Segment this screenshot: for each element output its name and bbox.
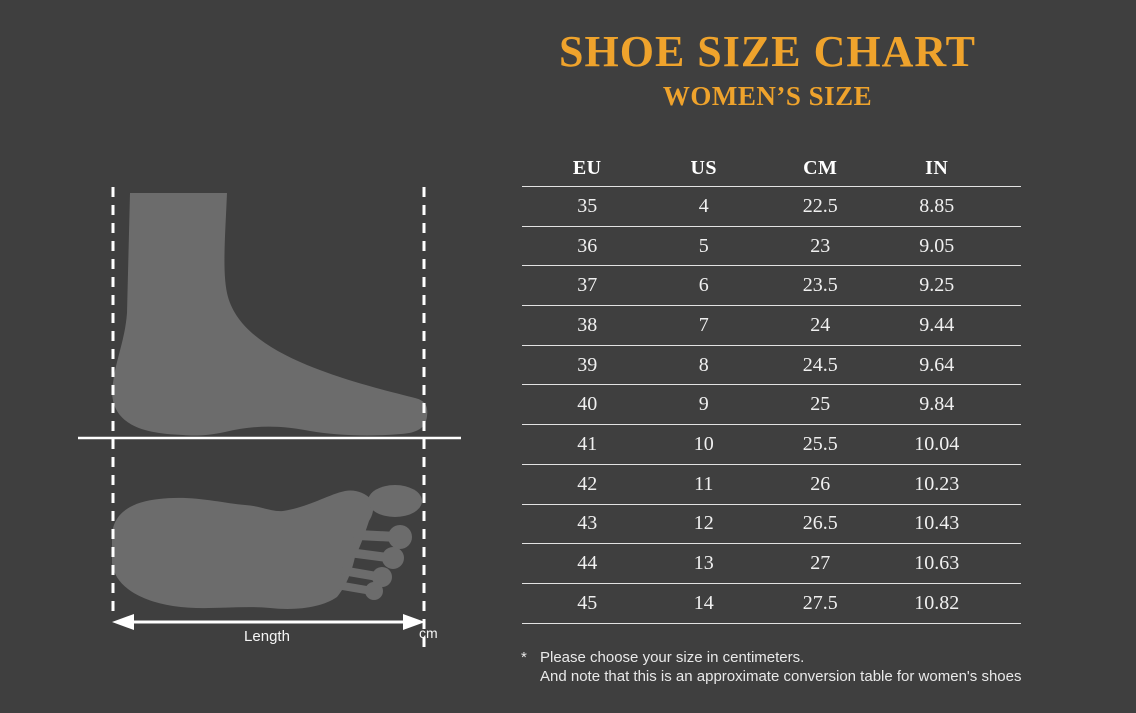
table-cell: 9 <box>698 393 709 416</box>
page-subtitle: WOMEN’S SIZE <box>662 81 873 112</box>
table-cell: 26.5 <box>802 512 838 535</box>
footnote-line-2: And note that this is an approximate con… <box>540 668 1022 685</box>
table-cell: 22.5 <box>802 194 838 217</box>
table-cell: 36 <box>577 234 598 257</box>
table-cell: 41 <box>577 432 598 455</box>
table-cell: 23.5 <box>802 274 838 297</box>
table-cell: 10 <box>693 432 714 455</box>
column-header: US <box>690 157 718 179</box>
table-cell: 44 <box>577 552 598 575</box>
table-row: 41 10 25.5 10.04 <box>522 425 1021 465</box>
table-cell: 10.04 <box>914 432 960 455</box>
table-cell: 38 <box>577 313 598 336</box>
length-label: Length <box>244 628 290 645</box>
table-cell: 9.84 <box>919 393 955 416</box>
table-cell: 42 <box>577 472 598 495</box>
toe <box>365 582 383 600</box>
footnote: * Please choose your size in centimeters… <box>521 648 1061 686</box>
table-cell: 4 <box>698 194 709 217</box>
table-cell: 9.44 <box>919 313 955 336</box>
table-cell: 25 <box>810 393 831 416</box>
table-cell: 8.85 <box>919 194 955 217</box>
toe <box>382 547 404 569</box>
table-cell: 24.5 <box>802 353 838 376</box>
table-row: 44 13 27 10.63 <box>522 544 1021 584</box>
table-cell: 14 <box>693 591 714 614</box>
size-table-header: EU US CM IN <box>522 151 1021 187</box>
column-header: EU <box>572 157 602 179</box>
table-cell: 10.82 <box>914 591 960 614</box>
toe <box>372 567 392 587</box>
table-cell: 10.63 <box>914 552 960 575</box>
table-cell: 10.23 <box>914 472 960 495</box>
footnote-text: Please choose your size in centimeters. … <box>540 648 1021 686</box>
table-cell: 37 <box>577 274 598 297</box>
table-row: 45 14 27.5 10.82 <box>522 584 1021 624</box>
footnote-marker: * <box>521 649 527 666</box>
table-cell: 39 <box>577 353 598 376</box>
page-title: SHOE SIZE CHART <box>559 27 976 76</box>
table-cell: 40 <box>577 393 598 416</box>
table-cell: 27 <box>810 552 831 575</box>
toe <box>388 525 412 549</box>
table-cell: 27.5 <box>802 591 838 614</box>
column-header: CM <box>803 157 838 179</box>
table-cell: 9.64 <box>919 353 955 376</box>
foot-measurement-illustration <box>78 187 461 647</box>
table-row: 38 7 24 9.44 <box>522 306 1021 346</box>
cm-unit-label: cm <box>419 625 438 641</box>
table-cell: 8 <box>698 353 709 376</box>
column-header: IN <box>925 157 949 179</box>
table-cell: 5 <box>698 234 709 257</box>
table-cell: 45 <box>577 591 598 614</box>
table-row: 40 9 25 9.84 <box>522 385 1021 426</box>
table-row: 39 8 24.5 9.64 <box>522 346 1021 386</box>
size-table: EU US CM IN 35 4 22.5 8.85 36 5 23 9.05 37 6 23.5 9.25… <box>522 151 1021 624</box>
footnote-line-1: Please choose your size in centimeters. <box>540 649 805 666</box>
table-row: 42 11 26 10.23 <box>522 465 1021 505</box>
table-cell: 24 <box>810 313 831 336</box>
table-cell: 12 <box>693 512 714 535</box>
table-cell: 9.05 <box>919 234 955 257</box>
table-cell: 26 <box>810 472 831 495</box>
table-cell: 6 <box>698 274 709 297</box>
footprint-silhouette <box>112 485 422 609</box>
big-toe <box>368 485 422 517</box>
table-row: 35 4 22.5 8.85 <box>522 187 1021 227</box>
table-cell: 11 <box>694 472 714 495</box>
length-arrow <box>112 614 425 630</box>
table-cell: 7 <box>698 313 709 336</box>
table-cell: 25.5 <box>802 432 838 455</box>
table-cell: 10.43 <box>914 512 960 535</box>
side-foot-silhouette <box>112 193 428 436</box>
page-header: SHOE SIZE CHART WOMEN’S SIZE <box>480 27 1055 112</box>
table-cell: 9.25 <box>919 274 955 297</box>
table-row: 43 12 26.5 10.43 <box>522 505 1021 545</box>
table-cell: 35 <box>577 194 598 217</box>
table-cell: 43 <box>577 512 598 535</box>
table-row: 37 6 23.5 9.25 <box>522 266 1021 307</box>
table-cell: 23 <box>810 234 831 257</box>
table-row: 36 5 23 9.05 <box>522 227 1021 267</box>
table-cell: 13 <box>693 552 714 575</box>
size-table-body: 35 4 22.5 8.85 36 5 23 9.05 37 6 23.5 9.25 38 7 24 9.44… <box>522 187 1021 624</box>
